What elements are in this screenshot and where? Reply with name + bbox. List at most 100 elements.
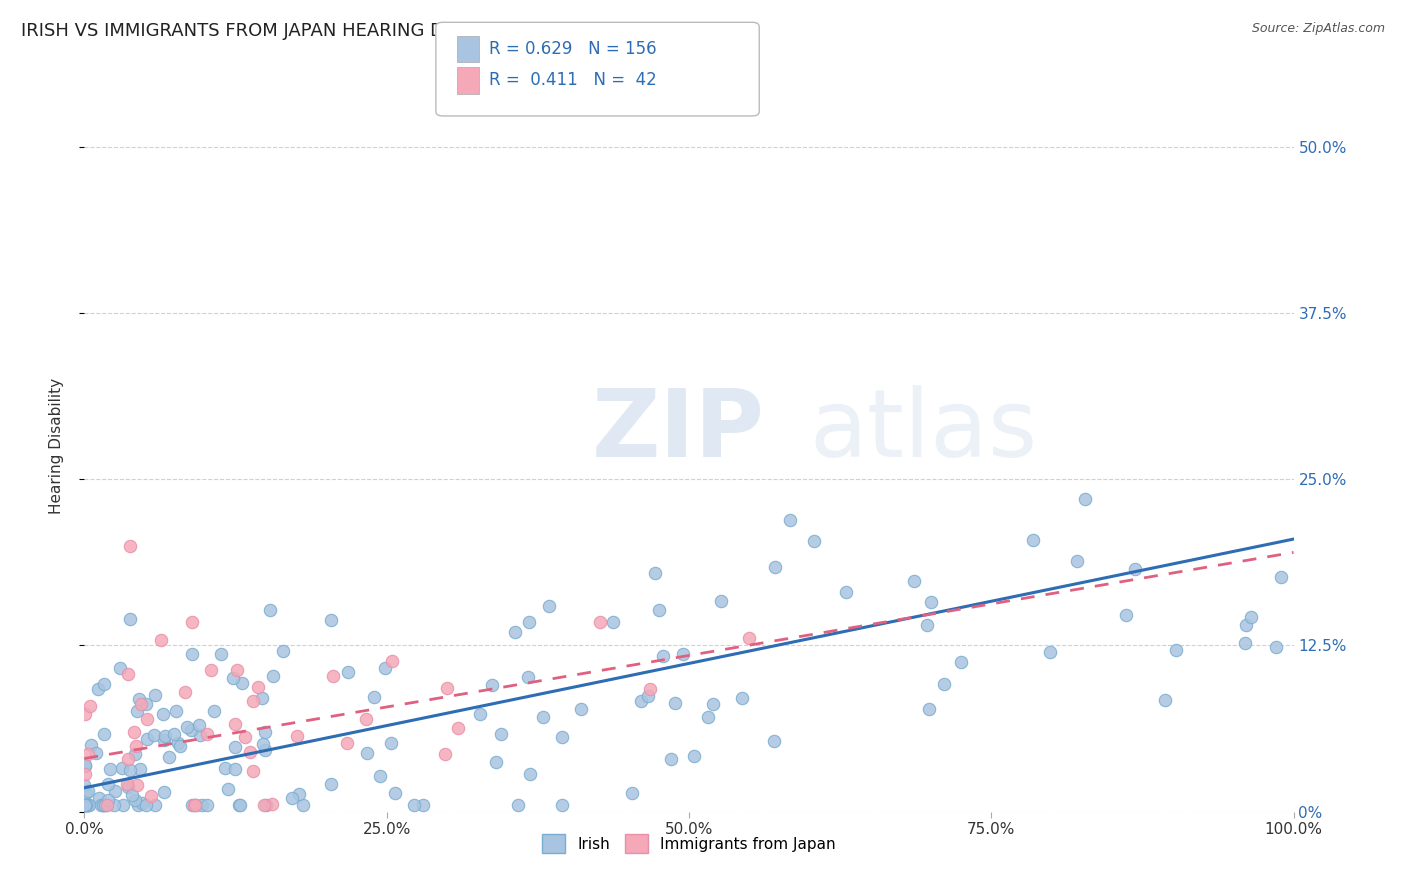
Point xyxy=(73,798,96,813)
Point xyxy=(118,763,141,777)
Point xyxy=(127,798,149,813)
Point xyxy=(153,732,176,747)
Point xyxy=(271,644,294,658)
Point xyxy=(229,798,252,813)
Point xyxy=(551,798,574,813)
Text: ZIP: ZIP xyxy=(592,385,765,477)
Point xyxy=(710,594,733,608)
Point xyxy=(91,798,114,813)
Point xyxy=(75,757,97,772)
Point xyxy=(412,798,434,813)
Point xyxy=(763,559,786,574)
Point xyxy=(110,660,132,674)
Point xyxy=(73,798,96,813)
Point xyxy=(117,780,139,794)
Point xyxy=(506,798,529,813)
Point xyxy=(124,739,146,753)
Point xyxy=(176,720,198,734)
Point xyxy=(950,655,973,669)
Point xyxy=(696,710,718,724)
Point xyxy=(79,698,101,713)
Point xyxy=(143,728,166,742)
Point xyxy=(94,798,117,813)
Point xyxy=(1164,643,1187,657)
Point xyxy=(180,723,202,737)
Point xyxy=(356,746,378,760)
Point xyxy=(153,785,176,799)
Point xyxy=(73,766,96,780)
Point xyxy=(94,798,117,813)
Point xyxy=(135,712,157,726)
Point xyxy=(91,798,114,813)
Point xyxy=(638,682,661,697)
Point xyxy=(231,675,253,690)
Point xyxy=(75,786,97,800)
Point xyxy=(128,692,150,706)
Point xyxy=(202,704,225,718)
Point xyxy=(1039,645,1062,659)
Point xyxy=(262,797,284,811)
Point xyxy=(1234,636,1257,650)
Point xyxy=(90,798,112,813)
Point xyxy=(135,697,157,711)
Point xyxy=(73,798,96,813)
Point xyxy=(433,747,456,762)
Point xyxy=(125,778,148,792)
Point xyxy=(181,798,204,813)
Text: atlas: atlas xyxy=(810,385,1038,477)
Point xyxy=(918,702,941,716)
Point xyxy=(239,745,262,759)
Point xyxy=(652,648,675,663)
Point xyxy=(1234,618,1257,632)
Point xyxy=(224,717,246,731)
Point xyxy=(152,707,174,722)
Point xyxy=(73,798,96,813)
Point xyxy=(436,681,458,696)
Point xyxy=(319,777,342,791)
Point xyxy=(97,793,120,807)
Point xyxy=(124,747,146,762)
Point xyxy=(117,751,139,765)
Point xyxy=(252,691,274,706)
Point xyxy=(1240,610,1263,624)
Point xyxy=(153,729,176,743)
Point xyxy=(259,603,281,617)
Point xyxy=(73,759,96,773)
Point xyxy=(73,798,96,813)
Point xyxy=(224,739,246,754)
Text: R =  0.411   N =  42: R = 0.411 N = 42 xyxy=(489,71,657,89)
Point xyxy=(111,761,134,775)
Point xyxy=(103,798,125,813)
Point xyxy=(1270,570,1292,584)
Point xyxy=(602,615,624,629)
Point xyxy=(253,743,276,757)
Point xyxy=(77,798,100,813)
Legend: Irish, Immigrants from Japan: Irish, Immigrants from Japan xyxy=(536,828,842,859)
Point xyxy=(384,786,406,800)
Point xyxy=(835,585,858,599)
Point xyxy=(195,726,218,740)
Point xyxy=(322,668,344,682)
Point xyxy=(647,603,669,617)
Point xyxy=(630,694,652,708)
Point xyxy=(253,725,276,739)
Point xyxy=(292,798,315,813)
Point xyxy=(163,727,186,741)
Point xyxy=(402,798,425,813)
Point xyxy=(224,762,246,776)
Point xyxy=(96,798,118,813)
Point xyxy=(180,647,202,661)
Point xyxy=(75,706,97,721)
Point xyxy=(489,726,512,740)
Point xyxy=(354,713,377,727)
Point xyxy=(131,796,153,810)
Point xyxy=(149,632,172,647)
Point xyxy=(1066,554,1088,568)
Point xyxy=(121,789,143,803)
Point xyxy=(281,791,304,805)
Point xyxy=(537,599,560,613)
Point xyxy=(89,790,111,805)
Point xyxy=(470,707,492,722)
Point xyxy=(481,678,503,692)
Point xyxy=(517,670,540,684)
